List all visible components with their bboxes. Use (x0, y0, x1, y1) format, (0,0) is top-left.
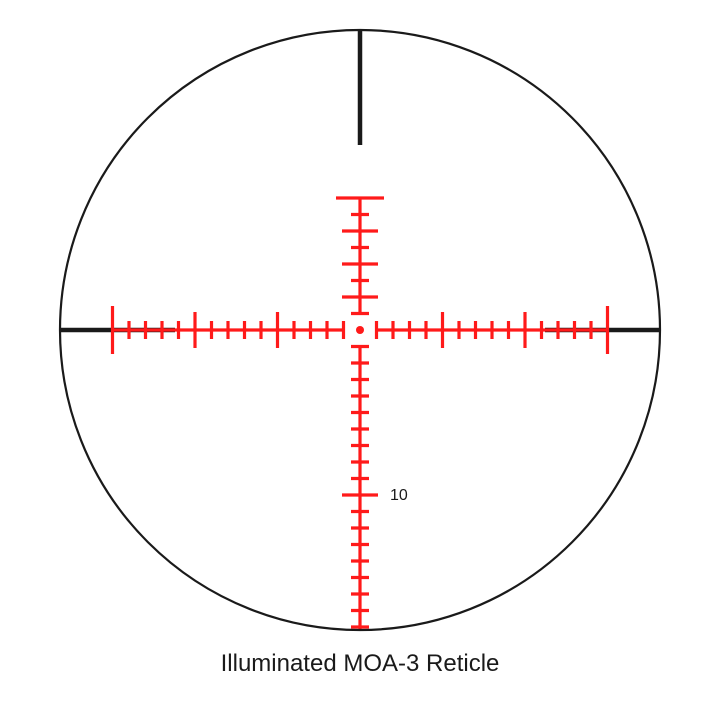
reticle-figure: 102030 Illuminated MOA-3 Reticle (0, 0, 720, 720)
moa-label: 10 (390, 487, 408, 504)
reticle-svg: 102030 (0, 0, 720, 720)
figure-caption: Illuminated MOA-3 Reticle (0, 650, 720, 678)
